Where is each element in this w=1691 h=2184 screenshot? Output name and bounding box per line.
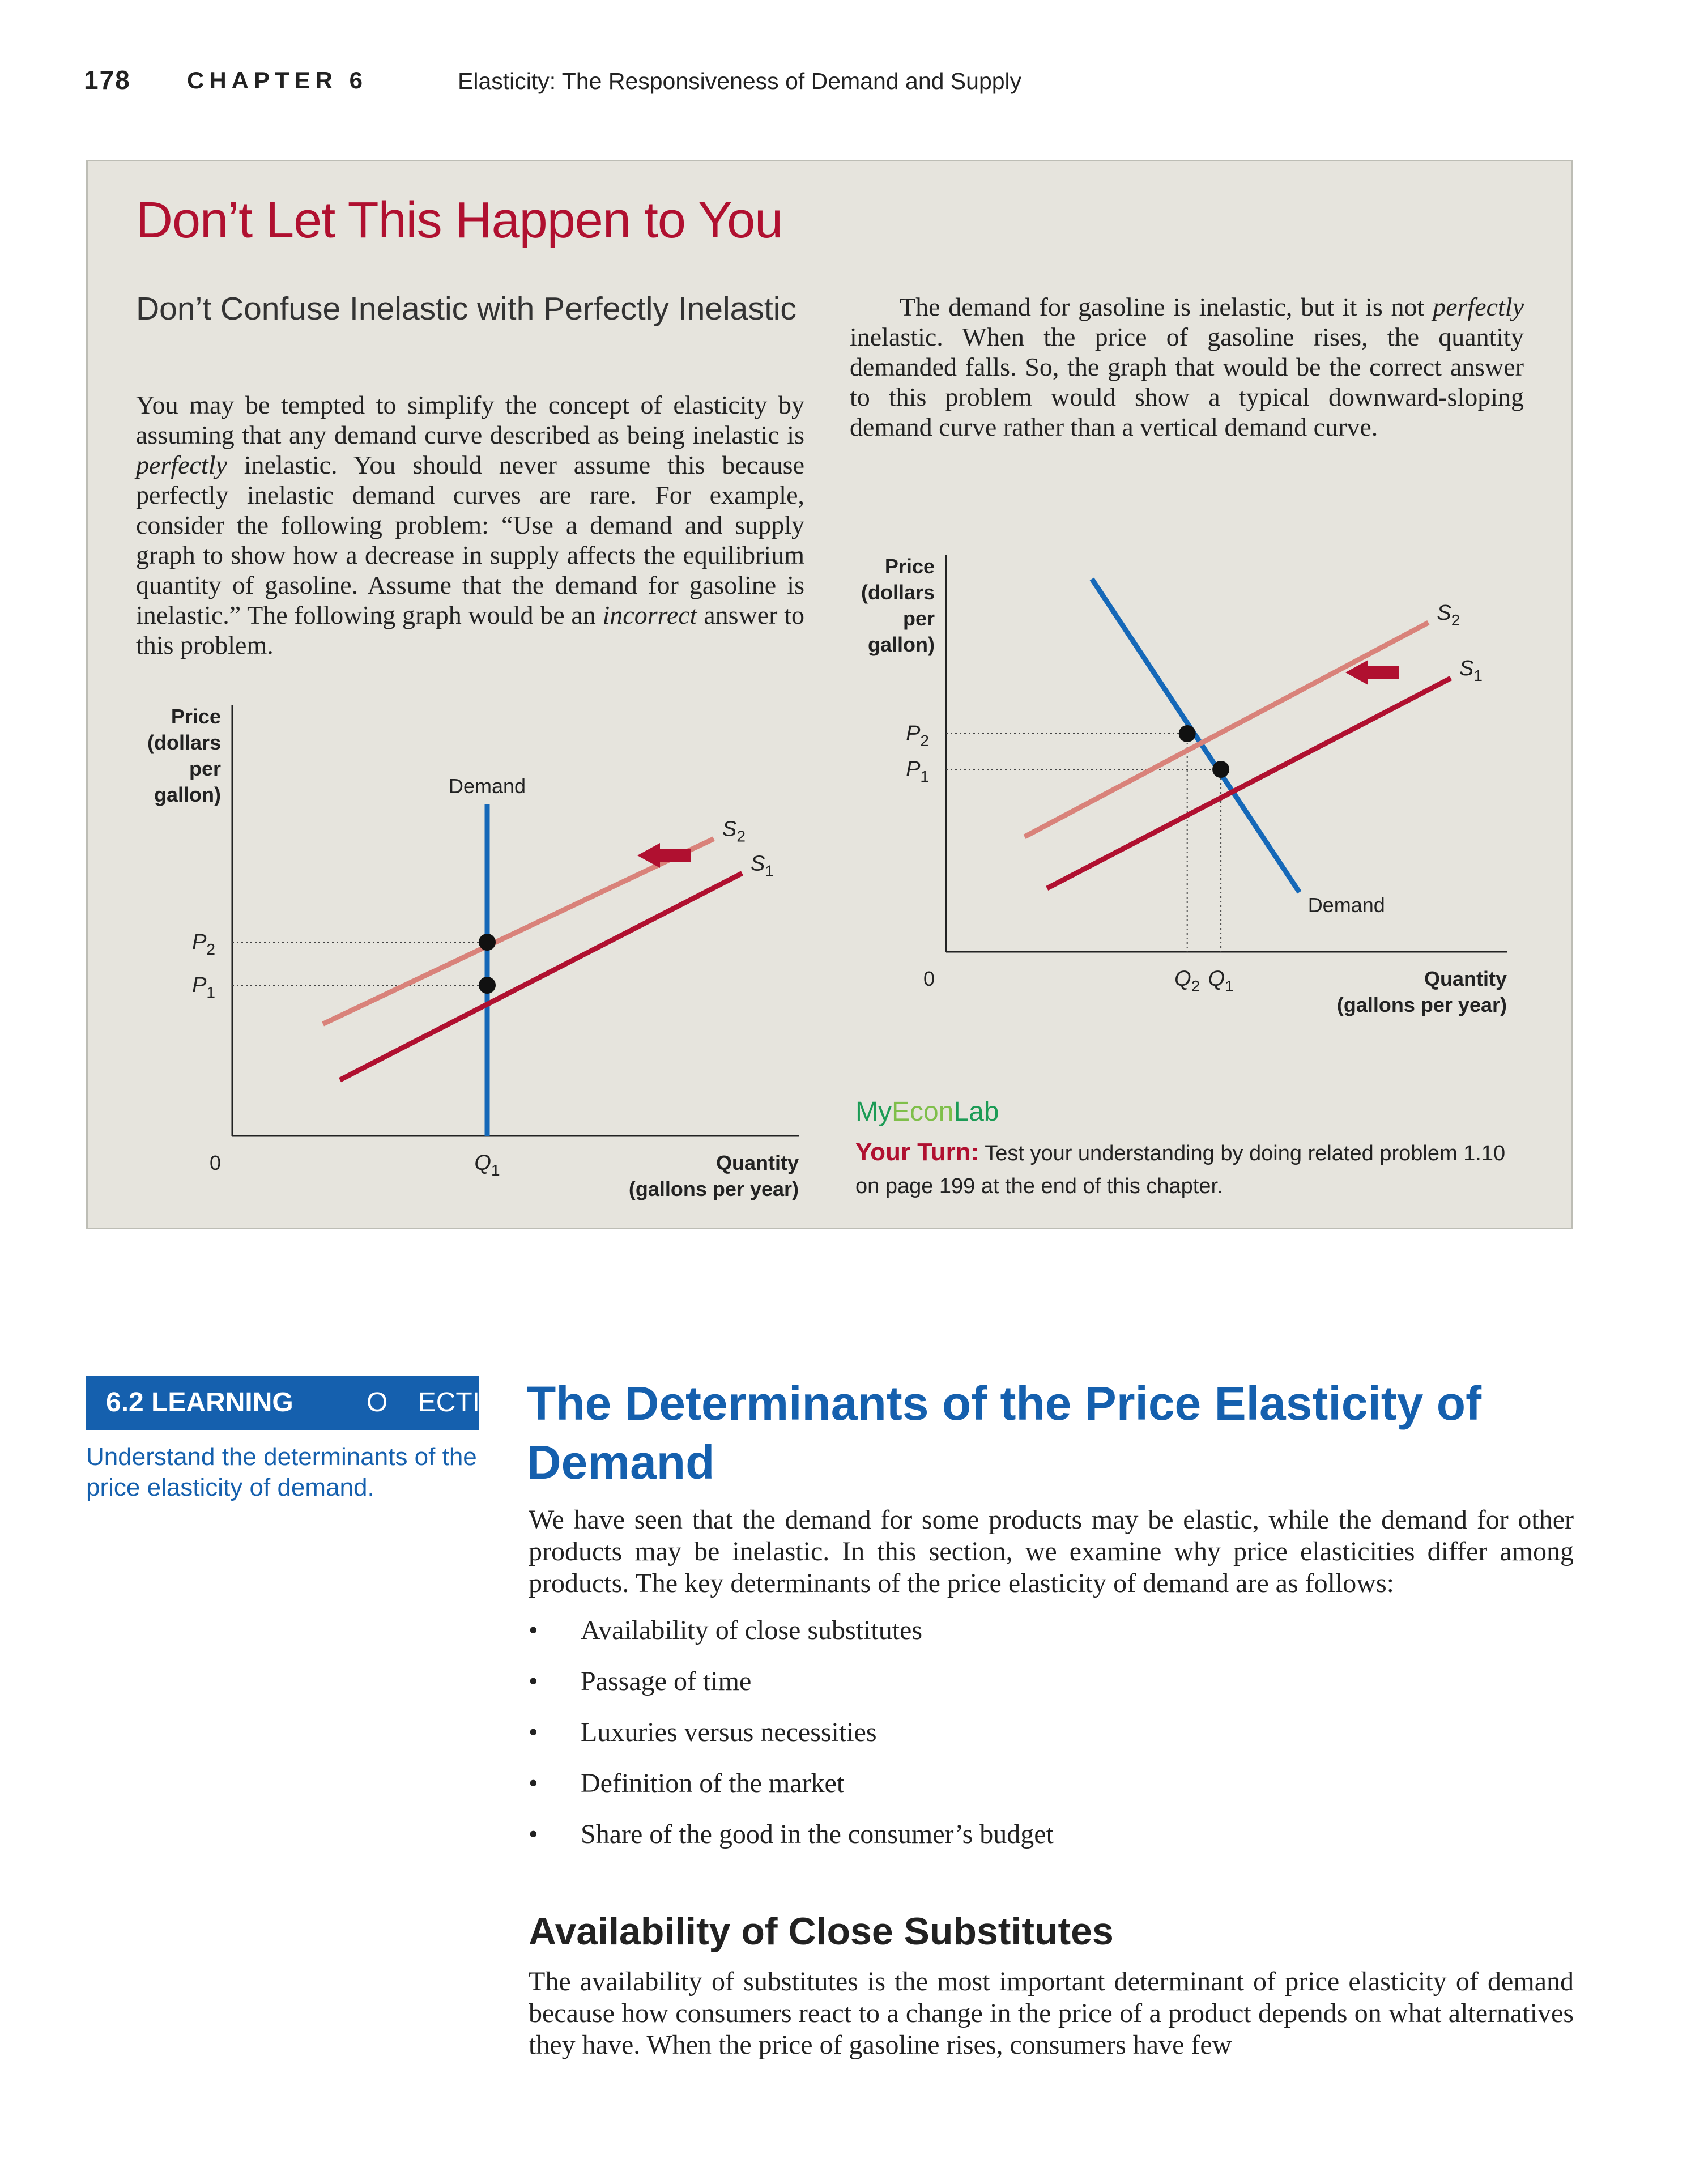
learning-objective-badge: 6.2 LEARNING O ECTIVE [86, 1376, 516, 1430]
learning-objective-number: 6.2 LEARNING [106, 1387, 293, 1417]
demand-label: Demand [449, 774, 526, 798]
box-title: Don’t Let This Happen to You [136, 192, 783, 249]
list-item: Luxuries versus necessities [529, 1717, 1548, 1768]
box-right-paragraph: The demand for gasoline is inelastic, bu… [850, 292, 1524, 441]
quantity-label: Q1 [1208, 967, 1234, 995]
x-axis-label: (gallons per year) [629, 1177, 799, 1200]
curve-s1 [338, 871, 744, 1083]
curve-s1 [1046, 676, 1453, 891]
curve-demand [1089, 577, 1302, 894]
y-axis-label: Price [171, 705, 221, 728]
page-header: 178 CHAPTER 6 Elasticity: The Responsive… [84, 61, 1613, 101]
origin-label: 0 [923, 967, 935, 990]
list-item: Passage of time [529, 1666, 1548, 1717]
correct-answer-chart: Price (dollars per gallon) 0 Quantity (gallons… [861, 555, 1507, 1016]
subsection-title: Availability of Close Substitutes [529, 1910, 1114, 1953]
your-turn-label: Your Turn: [855, 1138, 979, 1166]
price-label: P2 [906, 722, 929, 750]
y-axis-label: (dollars [147, 731, 221, 754]
equilibrium-point [479, 977, 496, 994]
page-number: 178 [84, 65, 131, 95]
y-axis-label: Price [885, 555, 935, 578]
s1-label: S1 [751, 852, 774, 879]
x-axis-label: Quantity [1424, 967, 1507, 990]
learning-objective-text: Understand the determinants of the price… [86, 1443, 477, 1501]
y-axis-label: per [903, 607, 935, 630]
quantity-label: Q1 [474, 1151, 500, 1179]
chapter-label: CHAPTER 6 [187, 67, 368, 93]
determinants-list: Availability of close substitutes Passag… [529, 1615, 1548, 1870]
y-axis-label: (dollars [861, 581, 935, 604]
s1-label: S1 [1459, 657, 1483, 684]
origin-label: 0 [210, 1151, 221, 1174]
quantity-label: Q2 [1174, 967, 1200, 995]
myeconlab-logo: MyEconLab [855, 1097, 999, 1127]
demand-label: Demand [1308, 893, 1385, 917]
shift-left-arrow [1345, 660, 1399, 685]
y-axis-label: gallon) [154, 783, 221, 806]
x-axis-label: Quantity [716, 1151, 799, 1174]
incorrect-answer-chart: Price (dollars per gallon) 0 Quantity (gallons… [147, 705, 799, 1200]
price-label: P1 [906, 757, 929, 785]
box-subtitle: Don’t Confuse Inelastic with Perfectly I… [136, 291, 796, 327]
equilibrium-point [1178, 725, 1196, 742]
chapter-title: Elasticity: The Responsiveness of Demand… [458, 68, 1022, 94]
list-item: Definition of the market [529, 1768, 1548, 1819]
list-item: Availability of close substitutes [529, 1615, 1548, 1666]
dont-let-this-happen-box [86, 160, 1573, 1229]
learning-objective-suffix: O ECTIVE [367, 1387, 517, 1417]
list-item: Share of the good in the consumer’s budg… [529, 1819, 1548, 1870]
equilibrium-point [479, 934, 496, 951]
box-left-paragraph: You may be tempted to simplify the conce… [136, 390, 804, 659]
curve-s2 [1023, 620, 1430, 839]
section-title: The Determinants of the Price Elasticity… [527, 1377, 1482, 1489]
curve-s2 [322, 836, 715, 1027]
equilibrium-point [1212, 761, 1230, 778]
x-axis-label: (gallons per year) [1337, 993, 1507, 1016]
price-label: P2 [192, 930, 215, 958]
section-paragraph: We have seen that the demand for some pr… [529, 1505, 1574, 1598]
shift-left-arrow [637, 843, 691, 868]
y-axis-label: gallon) [868, 633, 935, 656]
s2-label: S2 [1437, 601, 1460, 629]
your-turn-note: Your Turn: Test your understanding by do… [855, 1136, 1507, 1203]
your-turn-text: Test your understanding by doing related… [855, 1142, 1506, 1198]
y-axis-label: per [189, 757, 221, 780]
price-label: P1 [192, 973, 215, 1001]
s2-label: S2 [722, 818, 746, 845]
subsection-paragraph: The availability of substitutes is the m… [529, 1966, 1574, 2060]
